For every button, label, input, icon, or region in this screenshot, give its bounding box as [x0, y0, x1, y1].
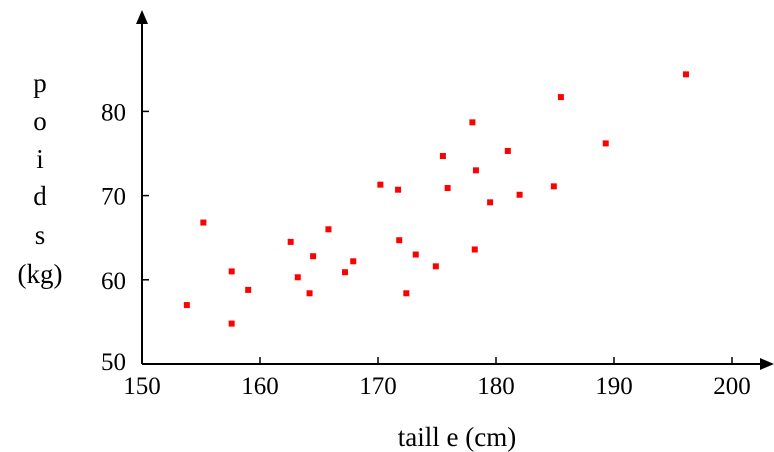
y-axis-label-line: p	[33, 68, 47, 98]
y-axis-arrowhead	[136, 10, 148, 24]
data-point	[504, 147, 511, 154]
data-point	[294, 274, 301, 281]
data-point	[557, 94, 564, 101]
x-tick-label: 180	[477, 373, 515, 400]
data-point	[306, 290, 313, 297]
data-points	[183, 71, 689, 327]
x-ticks: 150 160 170 180 190 200	[123, 357, 751, 400]
data-point	[469, 119, 476, 126]
data-point	[395, 186, 402, 193]
y-ticks: 50 60 70 80	[101, 99, 149, 376]
data-point	[471, 246, 478, 253]
axes	[136, 10, 774, 370]
y-axis-label-line: (kg)	[18, 259, 63, 289]
x-tick-label: 190	[595, 373, 633, 400]
x-tick-label: 200	[713, 373, 751, 400]
x-axis-arrowhead	[760, 358, 774, 370]
data-point	[228, 268, 235, 275]
data-point	[341, 269, 348, 276]
data-point	[403, 290, 410, 297]
data-point	[472, 167, 479, 174]
y-axis-label-line: o	[33, 106, 47, 136]
data-point	[200, 219, 207, 226]
data-point	[439, 153, 446, 160]
data-point	[396, 237, 403, 244]
data-point	[444, 185, 451, 192]
x-tick-label: 160	[241, 373, 279, 400]
x-axis-label: taill e (cm)	[398, 422, 516, 452]
y-tick-label: 80	[101, 99, 126, 126]
data-point	[432, 263, 439, 270]
x-tick-label: 150	[123, 373, 161, 400]
y-tick-label: 70	[101, 184, 126, 211]
data-point	[412, 251, 419, 258]
data-point	[245, 286, 252, 293]
data-point	[516, 191, 523, 198]
data-point	[602, 140, 609, 147]
y-tick-label: 60	[101, 268, 126, 295]
data-point	[487, 199, 494, 206]
y-tick-label: 50	[101, 349, 126, 376]
data-point	[310, 253, 317, 260]
data-point	[287, 238, 294, 245]
data-point	[550, 183, 557, 190]
data-point	[183, 302, 190, 309]
data-point	[377, 181, 384, 188]
data-point	[682, 71, 689, 78]
x-tick-label: 170	[359, 373, 397, 400]
data-point	[350, 258, 357, 265]
data-point	[228, 320, 235, 327]
data-point	[325, 226, 332, 233]
y-axis-label-line: d	[33, 181, 47, 211]
y-axis-label-line: s	[35, 220, 46, 250]
y-axis-label-line: i	[36, 144, 44, 174]
